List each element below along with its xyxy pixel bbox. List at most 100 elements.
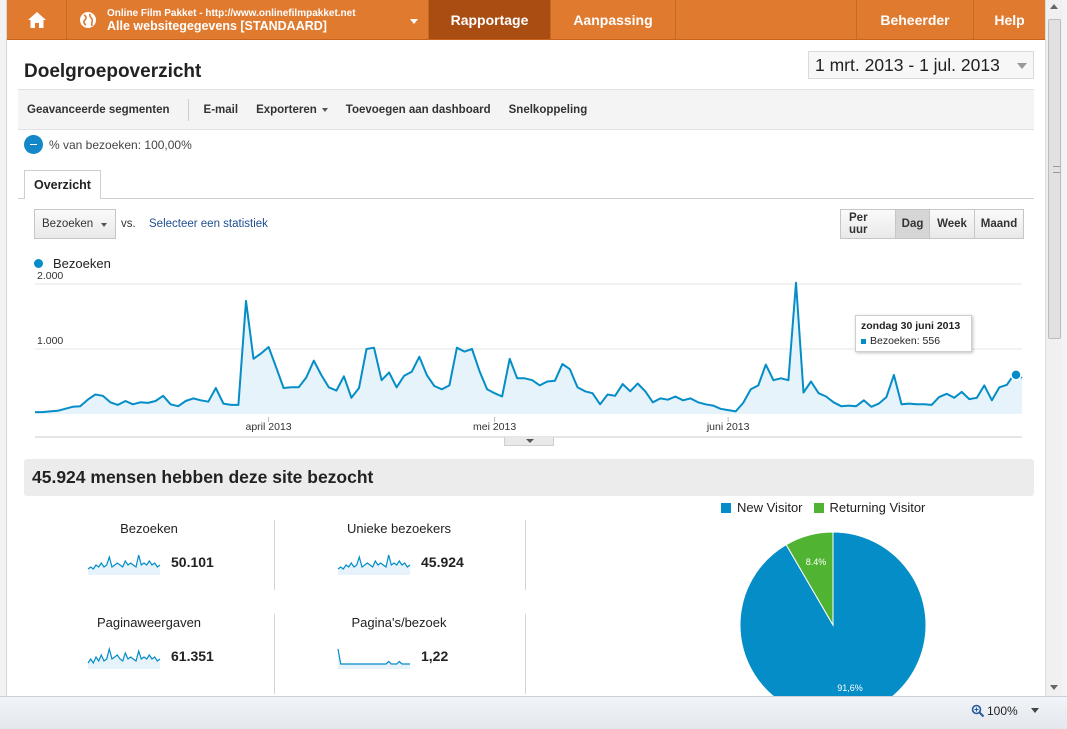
date-range-picker[interactable]: 1 mrt. 2013 - 1 jul. 2013 (808, 51, 1034, 79)
sparkline-area (338, 649, 410, 669)
metric-card-visits[interactable]: Bezoeken 50.101 (34, 521, 264, 591)
window-left-border (0, 0, 7, 729)
tab-help[interactable]: Help (994, 11, 1025, 28)
home-icon (27, 11, 46, 28)
legend-item-returning-visitor[interactable]: Returning Visitor (813, 500, 926, 515)
metric-value: 1,22 (421, 648, 449, 664)
y-tick-label: 2.000 (37, 270, 63, 282)
vs-label: vs. (121, 218, 136, 230)
metric-divider (274, 520, 275, 590)
metric-value: 50.101 (171, 554, 214, 570)
home-button[interactable] (7, 0, 67, 39)
zoom-level: 100% (987, 704, 1018, 718)
sparkline-line (87, 554, 161, 570)
metric-card-unique-visitors[interactable]: Unieke bezoekers 45.924 (284, 521, 514, 591)
email-button[interactable]: E-mail (203, 103, 239, 116)
legend-swatch (721, 502, 731, 513)
chart-collapse-handle[interactable] (504, 437, 554, 446)
segment-percentage: % van bezoeken: 100,00% (49, 137, 192, 152)
summary-heading: 45.924 mensen hebben deze site bezocht (24, 459, 1034, 496)
x-tick-label: juni 2013 (706, 421, 750, 433)
date-range-label: 1 mrt. 2013 - 1 jul. 2013 (815, 54, 1000, 75)
metric-divider (525, 520, 526, 590)
zoom-control[interactable]: 100% (971, 704, 1018, 718)
legend-label: New Visitor (737, 500, 803, 515)
metric-label: Unieke bezoekers (346, 521, 452, 536)
tab-aanpassing[interactable]: Aanpassing (551, 0, 676, 39)
metric-card-pageviews[interactable]: Paginaweergaven 61.351 (34, 615, 264, 685)
period-week-button[interactable]: Week (930, 210, 975, 238)
tab-beheerder[interactable]: Beheerder (857, 0, 974, 39)
scroll-down-icon[interactable] (1050, 685, 1058, 690)
metric-divider (274, 614, 275, 694)
pie-slice-label: 8.4% (806, 557, 827, 567)
zoom-magnifier-icon (971, 704, 985, 718)
sparkline-line (87, 646, 161, 665)
sparkline (87, 554, 161, 575)
tooltip-value: Bezoeken: 556 (870, 335, 941, 347)
tab-divider (18, 198, 1034, 199)
sparkline-line (337, 554, 411, 570)
x-tick-label: mei 2013 (473, 421, 516, 433)
legend-label: Bezoeken (53, 256, 111, 271)
scroll-up-icon[interactable] (1050, 4, 1058, 9)
legend-item-new-visitor[interactable]: New Visitor (721, 500, 803, 515)
visits-line-chart[interactable]: 1.000 2.000 april 2013 mei 2013 juni 2013 (0, 270, 1040, 438)
sparkline-line (337, 648, 410, 665)
hover-point (1010, 369, 1022, 381)
grip-icon (1053, 166, 1060, 173)
caret-down-icon (101, 223, 107, 227)
visits-line (35, 281, 1023, 414)
x-tick-label: april 2013 (246, 421, 292, 433)
pie-legend: New Visitor Returning Visitor (721, 500, 936, 515)
tooltip-series-marker (861, 338, 866, 344)
sparkline-area (88, 649, 160, 669)
account-selector[interactable]: Online Film Pakket - http://www.onlinefi… (67, 0, 429, 39)
advanced-segments-button[interactable]: Geavanceerde segmenten (27, 103, 170, 116)
tab-rapportage[interactable]: Rapportage (429, 0, 551, 39)
metric-divider (525, 614, 526, 694)
shortcut-button[interactable]: Snelkoppeling (508, 103, 588, 116)
tooltip-date: zondag 30 juni 2013 (861, 320, 961, 332)
sparkline (337, 648, 410, 669)
visitor-type-pie-chart[interactable]: 91,6% 8.4% (736, 530, 936, 696)
period-hour-button[interactable]: Per uur (841, 210, 896, 238)
metric-value: 45.924 (421, 554, 464, 570)
scrollbar-thumb[interactable] (1048, 19, 1061, 339)
metric-value: 61.351 (171, 648, 214, 664)
legend-swatch (813, 502, 824, 513)
window-right-border (1062, 0, 1067, 729)
account-url: Online Film Pakket - http://www.onlinefi… (107, 7, 356, 19)
pie-slice-label: 91,6% (837, 683, 863, 693)
visits-area (35, 282, 1022, 414)
globe-icon (80, 11, 96, 28)
period-toggle: Per uur Dag Week Maand (840, 209, 1024, 239)
sparkline (87, 646, 161, 669)
chevron-down-icon (410, 19, 418, 24)
chart-tooltip: zondag 30 juni 2013 Bezoeken: 556 (855, 315, 972, 352)
tab-overzicht[interactable]: Overzicht (24, 170, 101, 199)
export-label: Exporteren (256, 103, 317, 116)
period-day-button[interactable]: Dag (896, 210, 930, 238)
chart-legend: Bezoeken (34, 256, 111, 271)
metric-select[interactable]: Bezoeken (34, 209, 116, 239)
add-to-dashboard-button[interactable]: Toevoegen aan dashboard (345, 103, 491, 116)
metric-label: Bezoeken (120, 521, 178, 536)
metric-card-pages-per-visit[interactable]: Pagina's/bezoek 1,22 (284, 615, 514, 685)
toolbar-divider (187, 98, 189, 121)
export-button[interactable]: Exporteren (256, 104, 328, 116)
vertical-scrollbar[interactable] (1045, 0, 1062, 696)
chevron-down-icon[interactable] (1031, 708, 1039, 713)
legend-label: Returning Visitor (829, 500, 926, 515)
report-toolbar: Geavanceerde segmenten E-mail Exporteren… (18, 89, 1034, 130)
account-view-name: Alle websitegegevens [STANDAARD] (107, 18, 327, 33)
metric-label: Paginaweergaven (96, 615, 202, 630)
period-month-button[interactable]: Maand (975, 210, 1023, 238)
metric-select-label: Bezoeken (42, 218, 94, 230)
segment-circle-icon[interactable] (24, 135, 43, 154)
pie-slice (739, 531, 927, 696)
caret-down-icon (321, 107, 328, 112)
segment-indicator: % van bezoeken: 100,00% (24, 135, 192, 154)
metric-label: Pagina's/bezoek (351, 615, 447, 630)
select-statistic-link[interactable]: Selecteer een statistiek (149, 218, 268, 230)
